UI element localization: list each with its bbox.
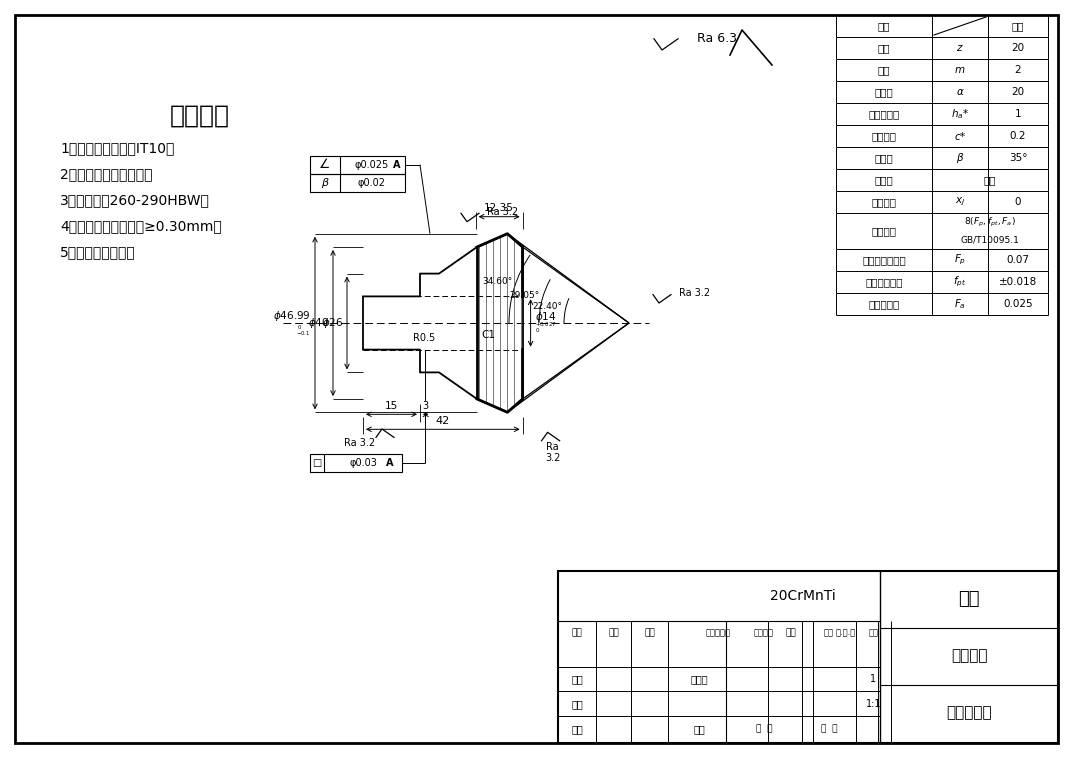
Text: ±0.018: ±0.018 [999, 277, 1038, 287]
Text: φ0.025: φ0.025 [355, 160, 389, 170]
Text: 工艺: 工艺 [571, 724, 583, 734]
Text: 22.40°: 22.40° [532, 302, 562, 312]
Text: 齿廓总偏差: 齿廓总偏差 [868, 299, 899, 309]
Text: 20: 20 [1012, 87, 1025, 97]
Text: $z$: $z$ [956, 43, 964, 53]
Text: 设计: 设计 [571, 674, 583, 684]
Bar [310, 174, 405, 192]
Text: $\phi$40: $\phi$40 [308, 316, 329, 330]
Text: 15: 15 [385, 401, 398, 412]
Text: 齿顶高系数: 齿顶高系数 [868, 109, 899, 119]
Text: $x_J$: $x_J$ [955, 196, 966, 208]
Text: $\phi$14: $\phi$14 [534, 310, 556, 324]
Text: 3: 3 [423, 401, 429, 412]
Text: Ra 3.2: Ra 3.2 [487, 207, 518, 217]
Text: R0.5: R0.5 [413, 333, 435, 343]
Text: 第  张: 第 张 [821, 725, 837, 734]
Text: 更改文件号: 更改文件号 [706, 628, 731, 637]
Text: 5、齿面磁粉探伤。: 5、齿面磁粉探伤。 [60, 245, 136, 259]
Text: 模数: 模数 [878, 65, 891, 75]
Text: 2: 2 [1015, 65, 1021, 75]
Text: ∠: ∠ [320, 158, 330, 171]
Text: 1: 1 [1015, 109, 1021, 119]
Text: 标记: 标记 [572, 628, 583, 637]
Text: 29.05°: 29.05° [510, 291, 540, 300]
Text: $^{+0.027}_{0}$: $^{+0.027}_{0}$ [534, 321, 556, 336]
Text: 批准: 批准 [693, 724, 705, 734]
Text: $\beta$: $\beta$ [321, 176, 329, 190]
Text: 2、锐角倒钝，去毛刺；: 2、锐角倒钝，去毛刺； [60, 167, 152, 181]
Text: GB/T10095.1: GB/T10095.1 [960, 236, 1019, 245]
Text: 年.月.日: 年.月.日 [836, 628, 855, 637]
Text: 20CrMnTi: 20CrMnTi [770, 589, 836, 603]
Text: 齿形: 齿形 [878, 21, 891, 31]
Text: 20: 20 [1012, 43, 1025, 53]
Text: 1、未注公差等级为IT10；: 1、未注公差等级为IT10； [60, 141, 175, 155]
Text: $\alpha$: $\alpha$ [956, 87, 965, 97]
Text: 公差等级: 公差等级 [871, 226, 897, 236]
Text: 变位系数: 变位系数 [871, 197, 897, 207]
Text: 压力角: 压力角 [874, 87, 894, 97]
Text: □: □ [312, 459, 322, 468]
Text: 齿距累计总偏差: 齿距累计总偏差 [862, 255, 906, 265]
Text: 35°: 35° [1009, 153, 1027, 163]
Text: φ0.03: φ0.03 [349, 459, 377, 468]
Text: 共  张: 共 张 [755, 725, 773, 734]
Text: 比例: 比例 [868, 628, 879, 637]
Text: 齿数: 齿数 [878, 43, 891, 53]
Text: 签名: 签名 [785, 628, 796, 637]
Text: 处数: 处数 [608, 628, 619, 637]
Text: Ra 3.2: Ra 3.2 [679, 288, 710, 298]
Text: 单个齿距偏差: 单个齿距偏差 [865, 277, 902, 287]
Text: 42: 42 [436, 416, 450, 426]
Text: 1: 1 [870, 674, 877, 684]
Text: 0: 0 [1015, 197, 1021, 207]
Text: $F_p$: $F_p$ [954, 253, 966, 268]
Text: 左旋: 左旋 [984, 175, 996, 185]
Text: $m$: $m$ [954, 65, 966, 75]
Text: $\beta$: $\beta$ [956, 151, 965, 165]
Text: 螺旋角: 螺旋角 [874, 153, 894, 163]
Bar [310, 454, 402, 472]
Text: Ra 6.3: Ra 6.3 [697, 32, 737, 45]
Text: 技术要求: 技术要求 [170, 104, 230, 128]
Text: A: A [393, 160, 400, 170]
Text: 0.025: 0.025 [1003, 299, 1033, 309]
Text: $\phi$26: $\phi$26 [322, 316, 343, 330]
Text: φ0.02: φ0.02 [358, 177, 386, 188]
Text: 审核: 审核 [571, 699, 583, 709]
Text: 数量: 数量 [824, 628, 834, 637]
Text: 12.35: 12.35 [484, 202, 514, 213]
Text: C1: C1 [482, 330, 496, 340]
Text: 3、调质硬度260-290HBW；: 3、调质硬度260-290HBW； [60, 193, 210, 207]
Text: 4、齿面氧化处理深度≥0.30mm；: 4、齿面氧化处理深度≥0.30mm； [60, 219, 222, 233]
Text: $F_a$: $F_a$ [954, 297, 966, 311]
Bar [310, 155, 405, 174]
Bar [558, 571, 1058, 743]
Text: $^{\ 0}_{-0.1}$: $^{\ 0}_{-0.1}$ [296, 324, 311, 339]
Text: $8(F_p, f_{pt}, F_a)$: $8(F_p, f_{pt}, F_a)$ [965, 215, 1016, 229]
Text: 0.2: 0.2 [1010, 131, 1026, 141]
Text: 分区: 分区 [644, 628, 655, 637]
Text: 阶段标记: 阶段标记 [754, 628, 774, 637]
Text: 锥齿: 锥齿 [1012, 21, 1025, 31]
Text: 34.60°: 34.60° [482, 277, 513, 287]
Text: $h_a$*: $h_a$* [951, 107, 969, 121]
Text: A: A [386, 459, 394, 468]
Text: 顶隙系数: 顶隙系数 [871, 131, 897, 141]
Text: $f_{pt}$: $f_{pt}$ [953, 275, 967, 290]
Text: 学校: 学校 [958, 590, 980, 608]
Text: Ra
3.2: Ra 3.2 [545, 441, 560, 463]
Text: 1:1: 1:1 [866, 699, 881, 709]
Text: 标准化: 标准化 [691, 674, 708, 684]
Text: $c$*: $c$* [954, 130, 967, 142]
Text: 0.07: 0.07 [1006, 255, 1029, 265]
Text: Ra 3.2: Ra 3.2 [344, 438, 376, 448]
Text: 前驱动桥: 前驱动桥 [951, 649, 987, 663]
Text: 行星锥齿轮: 行星锥齿轮 [946, 706, 991, 721]
Text: $\phi$46.99: $\phi$46.99 [274, 309, 311, 323]
Text: 螺旋向: 螺旋向 [874, 175, 894, 185]
